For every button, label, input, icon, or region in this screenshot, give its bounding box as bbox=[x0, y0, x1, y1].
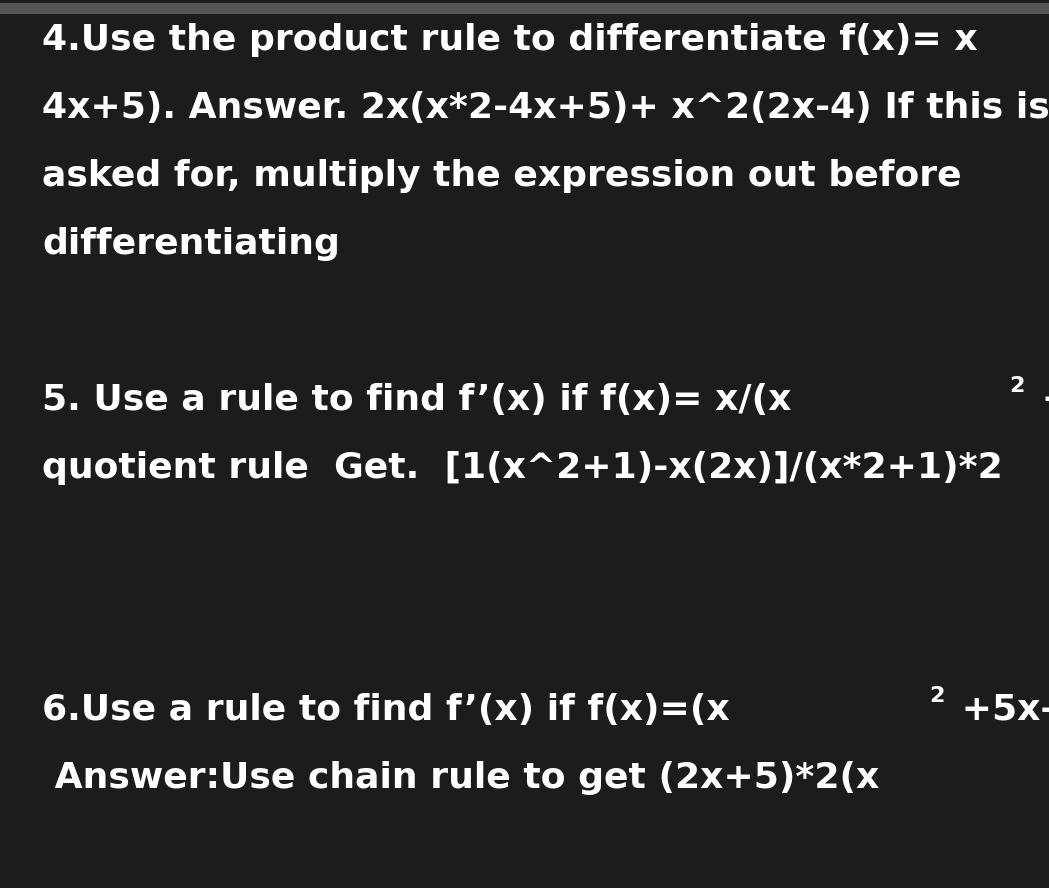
Text: Answer:Use chain rule to get (2x+5)*2(x: Answer:Use chain rule to get (2x+5)*2(x bbox=[42, 761, 879, 795]
Text: 2: 2 bbox=[929, 686, 945, 706]
Text: asked for, multiply the expression out before: asked for, multiply the expression out b… bbox=[42, 159, 962, 193]
Text: +5x-6): +5x-6) bbox=[949, 693, 1049, 727]
Text: differentiating: differentiating bbox=[42, 227, 340, 261]
Text: 5. Use a rule to find f’(x) if f(x)= x/(x: 5. Use a rule to find f’(x) if f(x)= x/(… bbox=[42, 383, 791, 417]
Text: +1)Answer Use: +1)Answer Use bbox=[1029, 383, 1049, 417]
Text: 2: 2 bbox=[1009, 376, 1024, 396]
Text: quotient rule  Get.  [1(x^2+1)-x(2x)]/(x*2+1)*2: quotient rule Get. [1(x^2+1)-x(2x)]/(x*2… bbox=[42, 451, 1003, 485]
Text: 6.Use a rule to find f’(x) if f(x)=(x: 6.Use a rule to find f’(x) if f(x)=(x bbox=[42, 693, 730, 727]
Text: 4.Use the product rule to differentiate f(x)= x: 4.Use the product rule to differentiate … bbox=[42, 23, 978, 57]
Text: 4x+5). Answer. 2x(x*2-4x+5)+ x^2(2x-4) If this isn’t: 4x+5). Answer. 2x(x*2-4x+5)+ x^2(2x-4) I… bbox=[42, 91, 1049, 125]
